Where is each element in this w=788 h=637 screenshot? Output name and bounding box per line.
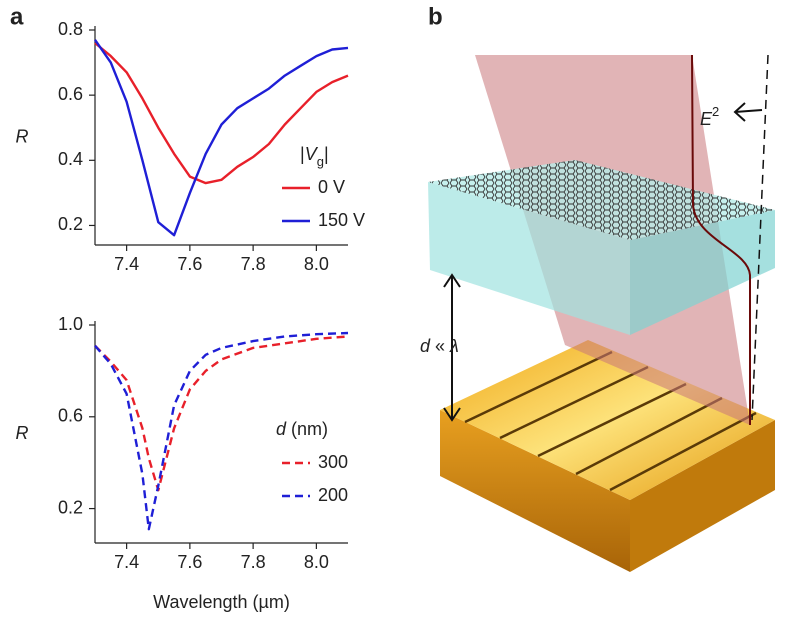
- y-axis-label: R: [16, 423, 29, 443]
- series-line: [94, 39, 349, 237]
- device-illustration: E2 d « λ: [420, 54, 775, 572]
- text-part: (nm): [286, 419, 328, 439]
- y-tick-label: 0.2: [58, 214, 83, 234]
- panel-label: b: [428, 3, 443, 30]
- y-tick-label: 0.8: [58, 19, 83, 39]
- text-part: λ: [449, 336, 459, 356]
- substrate-top: [440, 340, 775, 500]
- text-part: E: [700, 109, 713, 129]
- spacing-label: d « λ: [420, 336, 459, 356]
- y-tick-label: 1.0: [58, 314, 83, 334]
- legend-label: 150 V: [318, 210, 365, 230]
- text-part: «: [430, 336, 450, 356]
- legend-label: 200: [318, 485, 348, 505]
- graphene: [428, 160, 775, 240]
- text-part: |: [300, 144, 305, 164]
- text-part: 2: [712, 104, 719, 119]
- x-axis-label: Wavelength (µm): [153, 592, 290, 612]
- reference-line: [751, 54, 769, 421]
- x-tick-label: 7.6: [177, 254, 202, 274]
- field-profile: [691, 54, 751, 425]
- x-tick-label: 7.4: [114, 552, 139, 572]
- series-line: [94, 42, 349, 185]
- x-tick-label: 7.8: [241, 254, 266, 274]
- x-tick-label: 8.0: [304, 254, 329, 274]
- grating: [464, 350, 757, 492]
- legend-label: 0 V: [318, 177, 345, 197]
- y-tick-label: 0.6: [58, 84, 83, 104]
- text-part: d: [420, 336, 431, 356]
- x-tick-label: 7.4: [114, 254, 139, 274]
- field-label: E2: [700, 104, 719, 129]
- y-axis-label: R: [16, 126, 29, 146]
- series-line: [94, 331, 349, 531]
- x-tick-label: 7.8: [241, 552, 266, 572]
- series-line: [94, 335, 349, 492]
- legend-title: d (nm): [276, 419, 328, 439]
- text-part: d: [276, 419, 287, 439]
- dielectric-side: [630, 210, 775, 335]
- dielectric-side: [428, 182, 630, 335]
- x-tick-label: 8.0: [304, 552, 329, 572]
- x-tick-label: 7.6: [177, 552, 202, 572]
- y-tick-label: 0.2: [58, 497, 83, 517]
- arrow: [443, 273, 461, 422]
- substrate-side: [630, 420, 775, 572]
- panel-label: a: [10, 3, 24, 30]
- text-part: |: [324, 144, 329, 164]
- text-part: g: [317, 154, 324, 169]
- y-tick-label: 0.6: [58, 406, 83, 426]
- text-part: V: [305, 144, 319, 164]
- legend-title: |Vg|: [300, 144, 329, 169]
- substrate-side: [440, 410, 630, 572]
- arrow: [733, 102, 763, 122]
- y-tick-label: 0.4: [58, 149, 83, 169]
- legend-label: 300: [318, 452, 348, 472]
